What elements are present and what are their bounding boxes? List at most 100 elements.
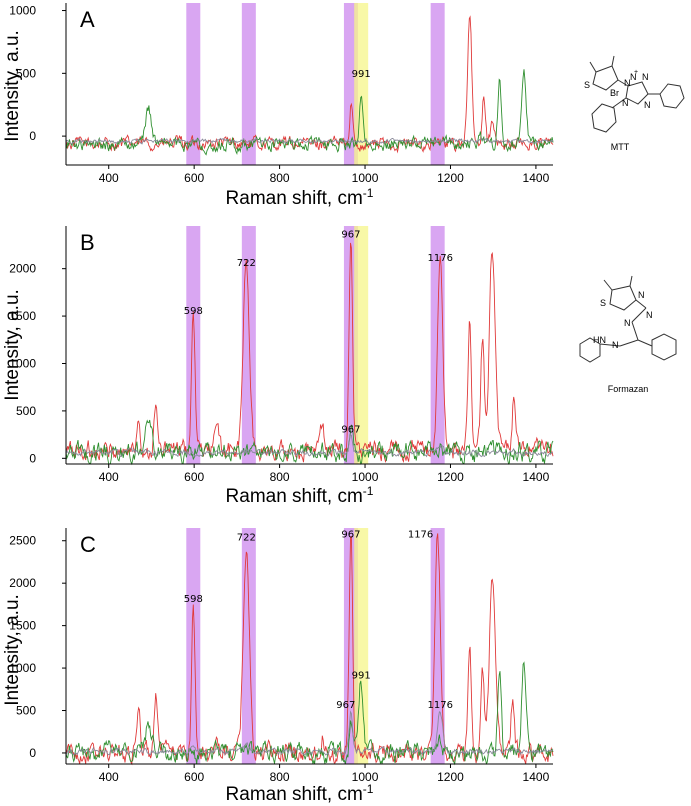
panel-letter: A (80, 7, 95, 32)
formazan-hydrazone (619, 339, 639, 347)
x-axis-title-superscript: -1 (363, 186, 374, 200)
x-tick-label: 1200 (437, 470, 464, 484)
highlight-band (430, 528, 445, 764)
peak-label: 598 (184, 594, 203, 605)
x-axis-title: Raman shift, cm-1 (226, 782, 374, 805)
mtt-atom-br: Br (610, 88, 619, 98)
y-tick-label: 2500 (9, 534, 36, 548)
peak-label: 598 (184, 306, 203, 317)
series-line-0 (65, 242, 554, 464)
x-tick-label: 400 (99, 470, 119, 484)
highlight-band (354, 528, 369, 764)
highlight-band (354, 226, 369, 464)
peak-label: 967 (336, 700, 355, 711)
y-tick-label: 0 (29, 129, 36, 143)
y-tick-label: 1000 (9, 661, 36, 675)
highlight-band (241, 226, 256, 464)
mtt-bond (617, 79, 629, 87)
formazan-atom-n4: N (612, 340, 619, 350)
series-line-0 (65, 15, 554, 154)
mtt-atom-n2: N (642, 72, 649, 82)
x-tick-label: 1000 (352, 470, 379, 484)
peak-label: 967 (341, 425, 360, 436)
formazan-caption: Formazan (608, 384, 649, 394)
panel-b: 400 600 800 1000 1200 1400 0 500 1000 1500 2000 598… (2, 226, 554, 507)
highlight-band (186, 528, 201, 764)
y-tick-label: 500 (16, 66, 36, 80)
x-tick-label: 1000 (352, 770, 379, 784)
x-tick-label: 800 (270, 770, 290, 784)
mtt-methyl-2 (611, 55, 615, 67)
x-tick-label: 1400 (523, 171, 550, 185)
y-axis-title: Intensity, a.u. (2, 289, 23, 401)
x-axis-title-superscript: -1 (363, 782, 374, 796)
y-axis-title: Intensity, a.u. (2, 594, 23, 706)
mtt-structure (589, 55, 685, 133)
series-line-2 (65, 434, 554, 458)
x-tick-label: 1400 (523, 470, 550, 484)
peak-label: 967 (341, 529, 360, 540)
formazan-structure (579, 275, 677, 363)
formazan-atom-n2: N (646, 310, 653, 320)
peak-label: 722 (237, 258, 256, 269)
series-line-0 (65, 533, 554, 766)
x-tick-label: 1200 (437, 171, 464, 185)
panel-letter: B (80, 230, 95, 255)
mtt-charge: + (634, 69, 638, 76)
peak-label: 967 (341, 229, 360, 240)
series-line-1 (65, 69, 554, 156)
highlight-band (430, 3, 445, 165)
mtt-atom-n1: N (624, 78, 631, 88)
formazan-nh (599, 343, 621, 347)
y-tick-label: 1000 (9, 356, 36, 370)
peak-label: 1176 (427, 700, 452, 711)
formazan-atom-s: S (600, 298, 606, 308)
peak-label: 991 (352, 670, 371, 681)
x-tick-label: 400 (99, 770, 119, 784)
formazan-atom-n3: N (624, 318, 631, 328)
x-tick-label: 400 (99, 171, 119, 185)
highlight-band (354, 3, 369, 165)
formazan-labels: S N N N HN N Formazan (593, 290, 653, 394)
y-tick-label: 1500 (9, 619, 36, 633)
series-line-2 (65, 137, 554, 145)
x-tick-label: 800 (270, 171, 290, 185)
panels: 400 600 800 1000 1200 1400 0 500 1000 991 A Intensi… (2, 3, 554, 805)
highlight-band (241, 528, 256, 764)
formazan-methyl-2 (629, 275, 633, 287)
mtt-atom-n3: N (644, 100, 651, 110)
mtt-tetrazole-ring (625, 81, 649, 105)
y-tick-label: 500 (16, 404, 36, 418)
highlight-band (186, 226, 201, 464)
x-axis-title-superscript: -1 (363, 484, 374, 498)
series-line-1 (65, 419, 554, 466)
mtt-thiazole-ring (592, 65, 619, 91)
panel-letter: C (80, 532, 96, 557)
x-tick-label: 1000 (352, 171, 379, 185)
x-tick-label: 1200 (437, 770, 464, 784)
formazan-thiazole-ring (609, 285, 637, 311)
x-tick-label: 600 (184, 470, 204, 484)
x-tick-label: 1400 (523, 770, 550, 784)
x-axis-title: Raman shift, cm-1 (226, 484, 374, 507)
peak-label: 1176 (427, 253, 452, 264)
highlight-band (241, 3, 256, 165)
x-tick-label: 600 (184, 171, 204, 185)
mtt-bond-3 (611, 97, 627, 109)
peak-label: 1176 (408, 529, 433, 540)
series-line-2 (65, 710, 554, 756)
formazan-bond-3 (637, 339, 653, 347)
mtt-caption: MTT (611, 142, 630, 152)
highlight-band (186, 3, 201, 165)
formazan-methyl-1 (603, 279, 613, 291)
y-tick-label: 1500 (9, 309, 36, 323)
panel-c: 400 600 800 1000 1200 1400 0 500 1000 1500 2000 250… (2, 528, 554, 805)
formazan-azo (631, 307, 647, 323)
formazan-bond-1 (635, 299, 647, 309)
y-tick-label: 1000 (9, 4, 36, 18)
y-tick-label: 2000 (9, 576, 36, 590)
mtt-methyl-1 (589, 61, 597, 73)
mtt-atom-n5: N (630, 72, 637, 82)
y-tick-label: 0 (29, 746, 36, 760)
